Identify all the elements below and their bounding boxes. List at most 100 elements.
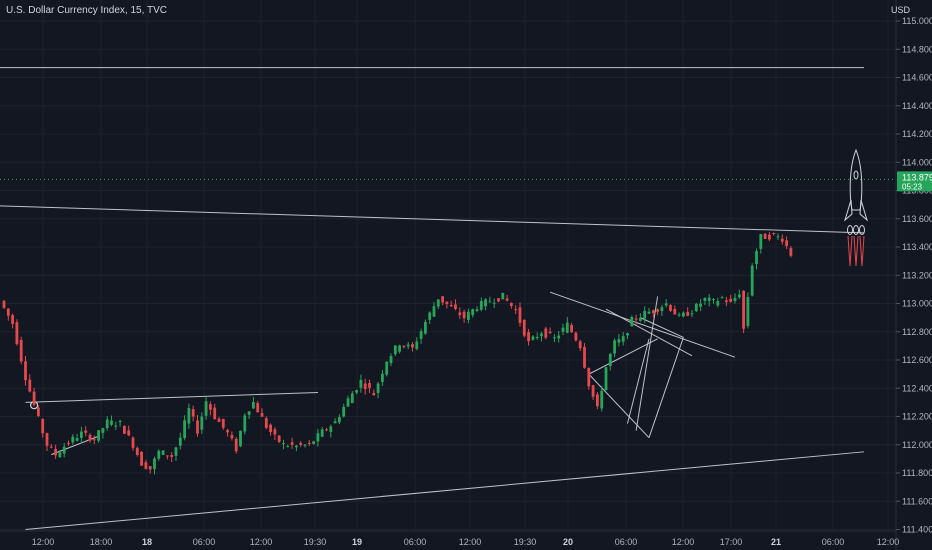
candle-body (651, 310, 655, 313)
rocket-fins (844, 199, 868, 222)
rocket-body (849, 148, 863, 211)
x-tick-label: 18 (142, 537, 152, 547)
candle-body (264, 418, 268, 428)
countdown-timer: 05:23 (902, 182, 923, 191)
pattern-neckline (605, 308, 693, 357)
candle-body (561, 327, 565, 332)
candle-body (720, 297, 724, 299)
candle-body (398, 345, 401, 352)
y-tick-label: 114.600 (902, 73, 932, 83)
y-tick-label: 113.000 (902, 299, 932, 309)
candle-body (707, 297, 711, 301)
candle-body (338, 417, 341, 423)
candle-body (118, 420, 122, 422)
candle-body (785, 240, 788, 246)
candle-body (596, 394, 599, 407)
candle-body (243, 415, 247, 432)
y-tick-label: 115.000 (902, 16, 932, 26)
x-tick-label: 17:00 (720, 537, 743, 547)
candle-body (277, 435, 281, 442)
candle-body (772, 232, 776, 234)
candle-body (148, 466, 152, 470)
candle-body (355, 390, 358, 393)
candle-body (342, 406, 346, 417)
candle-body (725, 300, 728, 303)
candle-body (325, 429, 328, 431)
y-tick-label: 112.400 (902, 383, 932, 393)
candle-body (200, 416, 204, 430)
candle-body (617, 339, 621, 343)
candle-body (97, 430, 100, 441)
candle-body (350, 393, 354, 404)
candle-body (402, 345, 406, 347)
candle-body (432, 306, 436, 317)
candle-body (209, 404, 212, 410)
rising-channel-line (25, 451, 865, 530)
symbol-title: U.S. Dollar Currency Index, 15, TVC (6, 5, 167, 16)
x-tick-label: 20 (563, 537, 573, 547)
candle-body (101, 428, 105, 433)
candle-body (234, 438, 238, 452)
candle-body (591, 385, 595, 397)
overlay (844, 148, 868, 267)
candle-body (166, 455, 169, 457)
candle-body (333, 421, 337, 424)
candle-body (217, 418, 221, 422)
rocket-flame (853, 235, 859, 267)
candle-body (540, 333, 543, 337)
candle-body (221, 418, 225, 428)
candle-body (664, 303, 668, 306)
x-tick-label: 18:00 (90, 537, 113, 547)
candle-body (170, 455, 174, 457)
candle-body (174, 447, 178, 456)
rocket-flame (847, 235, 853, 267)
candle-body (127, 430, 131, 436)
x-tick-label: 12:00 (250, 537, 273, 547)
descending-trendline (0, 205, 865, 234)
candle-body (445, 301, 449, 305)
drawings[interactable] (0, 67, 865, 530)
candle-body (140, 451, 143, 466)
candle-body (587, 367, 591, 387)
candle-body (312, 441, 315, 444)
candle-body (686, 311, 690, 316)
candle-body (2, 300, 6, 308)
candle-body (123, 425, 126, 434)
candle-body (694, 303, 698, 312)
candle-body (621, 336, 625, 342)
candle-body (428, 312, 432, 320)
candle-body (467, 311, 470, 320)
rocket-drawing (844, 148, 868, 267)
candle-body (492, 302, 496, 304)
candle-body (11, 315, 14, 324)
candle-body (712, 299, 715, 301)
candle-body (578, 341, 582, 349)
candle-body (669, 304, 672, 311)
candle-body (239, 430, 242, 447)
candle-body (733, 297, 737, 301)
candle-body (639, 317, 642, 321)
y-tick-label: 113.600 (902, 214, 932, 224)
candle-body (110, 420, 113, 425)
candle-body (518, 307, 522, 323)
candle-body (583, 347, 586, 368)
candle-body (780, 238, 784, 242)
candle-body (553, 337, 556, 339)
time-axis[interactable]: 12:00 18:00 18 06:00 12:00 19:30 19 06:00 12:00 1… (32, 537, 900, 547)
candle-body (742, 290, 745, 329)
candle-body (131, 437, 135, 448)
candle-body (436, 299, 440, 307)
candle-body (677, 314, 681, 316)
candle-body (630, 317, 634, 327)
candle-body (80, 431, 83, 438)
diamond-left-upper (588, 338, 658, 375)
pattern-vertical-break (635, 296, 659, 431)
diamond-right-lower (648, 337, 684, 438)
x-tick-label: 19:30 (304, 537, 327, 547)
price-axis[interactable]: 115.000 114.800 114.600 114.400 114.200 114.0… (896, 16, 932, 535)
y-tick-label: 111.600 (902, 496, 932, 506)
candle-body (71, 436, 75, 443)
y-tick-label: 111.800 (902, 468, 932, 478)
candle-body (626, 333, 629, 336)
